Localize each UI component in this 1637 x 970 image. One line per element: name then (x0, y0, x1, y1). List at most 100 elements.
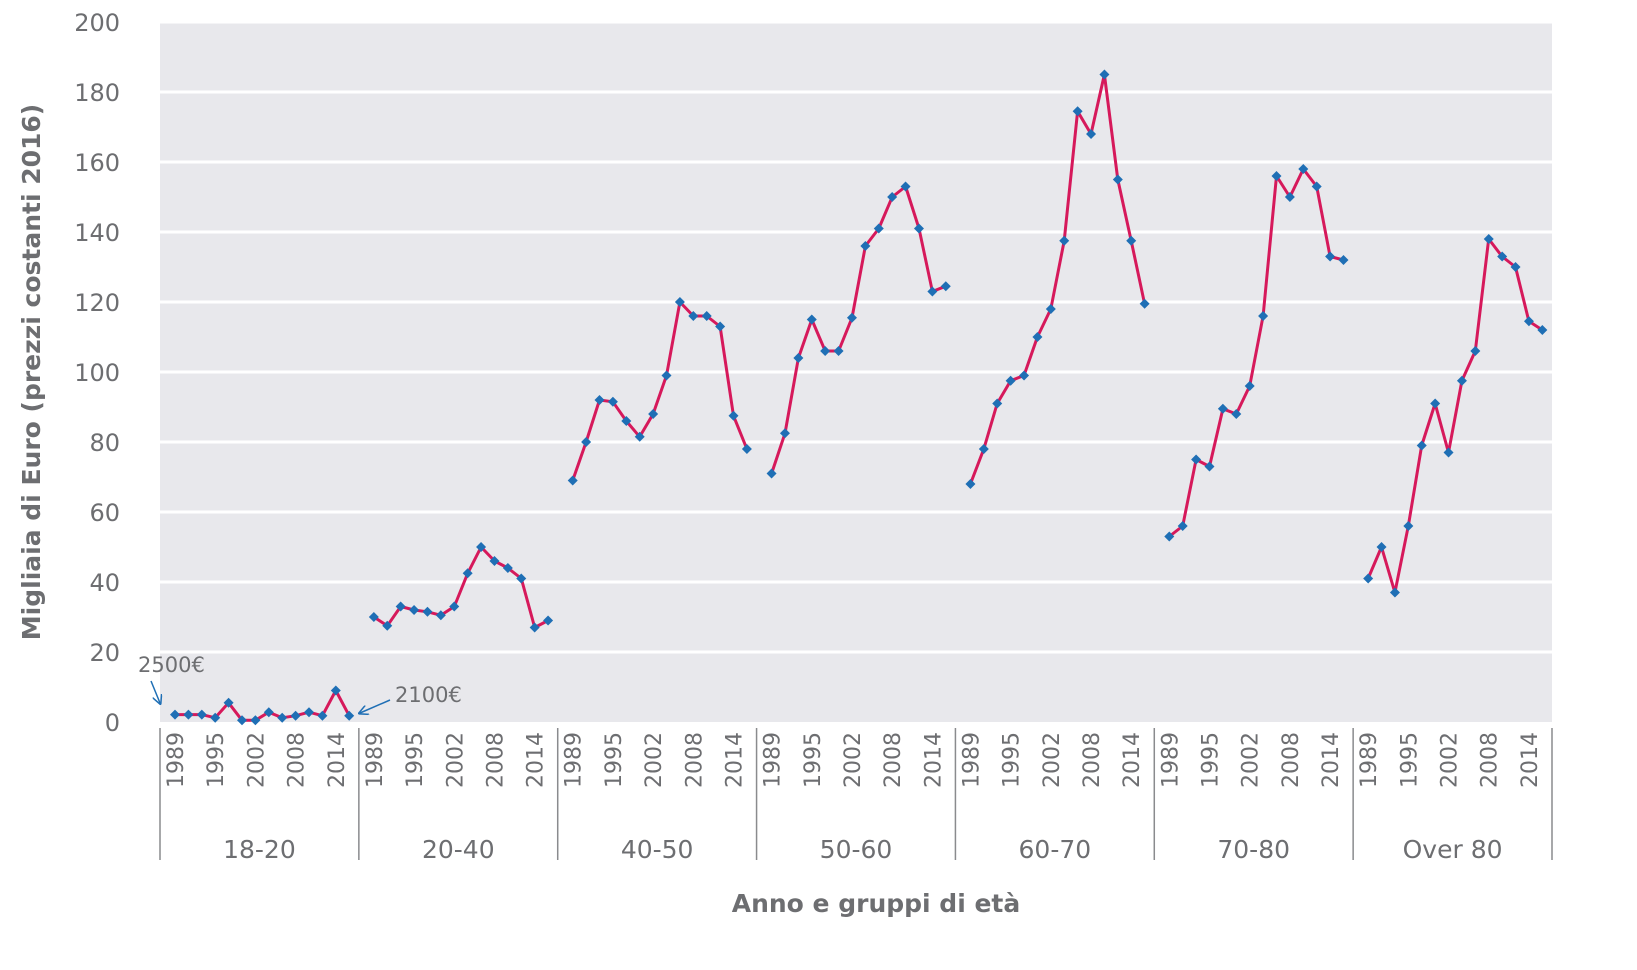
data-point (607, 396, 618, 407)
data-point (382, 620, 393, 631)
data-point (250, 715, 261, 726)
data-point (210, 712, 221, 723)
group-label: 60-70 (1019, 835, 1092, 864)
data-point (1363, 573, 1374, 584)
data-point (1032, 332, 1043, 342)
data-point (1005, 375, 1016, 386)
year-tick-label: 2014 (1518, 732, 1543, 788)
data-point (1416, 440, 1427, 451)
data-point (873, 223, 884, 234)
year-tick-label: 2002 (841, 732, 866, 788)
data-point (344, 710, 355, 721)
data-point (1311, 181, 1322, 192)
data-point (581, 437, 592, 447)
data-point (1430, 398, 1441, 409)
data-point (1177, 521, 1188, 531)
data-point (594, 395, 605, 405)
data-point (1403, 521, 1414, 531)
data-point (1258, 311, 1269, 321)
y-tick-label: 20 (89, 639, 120, 667)
data-point (409, 605, 420, 615)
data-point (502, 563, 513, 573)
data-point (1139, 298, 1150, 309)
data-point (529, 622, 540, 633)
data-point (715, 321, 726, 332)
group-label: 18-20 (223, 835, 296, 864)
data-point (634, 431, 645, 442)
data-point (1456, 375, 1467, 386)
data-point (422, 606, 433, 617)
year-tick-label: 2002 (443, 732, 468, 788)
data-point (330, 685, 341, 696)
data-point (304, 707, 314, 718)
y-tick-label: 200 (74, 9, 120, 37)
data-point (543, 615, 554, 626)
year-tick-label: 2008 (285, 732, 310, 788)
data-point (1497, 251, 1508, 262)
data-point (927, 286, 938, 297)
data-point (701, 311, 712, 321)
year-tick-label: 1989 (1158, 732, 1183, 788)
annotations: 2500€ 2100€ (138, 653, 462, 713)
year-tick-label: 1989 (562, 732, 587, 788)
data-point (1510, 262, 1521, 272)
data-point (978, 444, 989, 454)
x-axis: 1989 1995 2002 2008 2014 18-20 1989 1995 2002 200… (159, 728, 1553, 864)
group-label: 40-50 (621, 835, 694, 864)
year-tick-label: 2014 (524, 732, 549, 788)
annotation-arrow (360, 699, 391, 713)
data-point (766, 468, 777, 479)
data-point (489, 556, 500, 566)
data-point (1537, 325, 1548, 335)
y-tick-label: 60 (89, 499, 120, 527)
data-point (1045, 304, 1056, 314)
data-point (435, 610, 446, 621)
data-point (940, 281, 951, 292)
data-point (860, 241, 871, 251)
data-point (965, 479, 976, 489)
data-point (1059, 235, 1070, 246)
data-point (1483, 234, 1494, 244)
data-point (476, 542, 487, 552)
data-point (779, 428, 790, 439)
data-point (196, 709, 207, 720)
x-axis-title: Anno e gruppi di età (732, 889, 1021, 918)
annotation-arrow (150, 680, 160, 703)
data-point (1217, 403, 1228, 414)
data-point (1298, 164, 1309, 174)
data-point (1191, 454, 1202, 465)
data-point (900, 181, 911, 192)
year-tick-label: 2014 (1319, 732, 1344, 788)
data-point (449, 601, 460, 612)
data-point (1086, 129, 1097, 139)
data-point (1284, 192, 1295, 202)
year-tick-label: 1989 (761, 732, 786, 788)
year-tick-label: 1995 (602, 732, 627, 788)
data-point (1271, 171, 1282, 181)
data-point (462, 568, 473, 579)
series-markers (170, 69, 1548, 726)
year-tick-label: 2008 (1080, 732, 1105, 788)
y-tick-label: 180 (74, 79, 120, 107)
y-tick-label: 120 (74, 289, 120, 317)
data-point (1019, 370, 1030, 381)
year-tick-label: 2002 (1239, 732, 1264, 788)
data-point (277, 712, 288, 723)
year-tick-label: 2014 (1120, 732, 1145, 788)
data-point (728, 410, 739, 421)
data-point (317, 710, 328, 721)
data-point (846, 312, 857, 323)
group-label: 70-80 (1217, 835, 1290, 864)
year-tick-label: 2008 (1279, 732, 1304, 788)
data-point (648, 409, 659, 419)
data-point (621, 416, 632, 426)
group-label: Over 80 (1403, 835, 1503, 864)
year-tick-label: 2002 (244, 732, 269, 788)
year-tick-label: 1995 (204, 732, 229, 788)
year-tick-label: 2002 (1040, 732, 1065, 788)
group-label: 50-60 (820, 835, 893, 864)
year-tick-label: 1995 (1000, 732, 1025, 788)
data-point (395, 601, 406, 612)
data-point (833, 346, 844, 356)
